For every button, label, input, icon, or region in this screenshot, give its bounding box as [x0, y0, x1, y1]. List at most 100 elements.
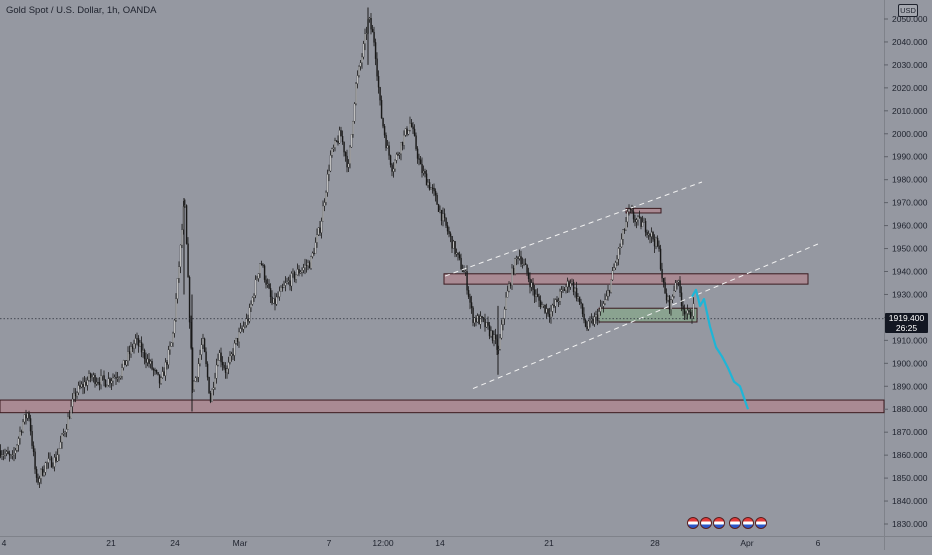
candle-body [631, 209, 633, 212]
candle-body [617, 248, 620, 260]
flag-us-icon[interactable] [755, 517, 767, 529]
candle-body [155, 370, 158, 373]
candle-body [491, 330, 494, 341]
x-tick-label: 12:00 [372, 538, 394, 548]
candle-body [181, 229, 183, 246]
flag-us-icon[interactable] [729, 517, 741, 529]
candle-body [226, 368, 228, 373]
candle-body [536, 294, 539, 297]
candle-body [349, 146, 351, 164]
candle-body [656, 237, 659, 246]
candle-body [379, 87, 381, 101]
candle-body [230, 353, 233, 357]
currency-badge[interactable]: USD [898, 4, 918, 17]
y-tick-label: 1900.000 [892, 358, 928, 368]
candle-body [113, 377, 116, 379]
candle-body [475, 317, 477, 323]
resistance-zone[interactable] [443, 273, 809, 285]
candle-body [688, 310, 690, 313]
resistance-zone[interactable] [0, 399, 885, 414]
x-tick-label: 28 [650, 538, 660, 548]
projection-path[interactable] [691, 288, 750, 410]
candle-body [529, 278, 531, 288]
candle-body [37, 477, 39, 483]
candle-body [266, 283, 269, 285]
candle-body [566, 281, 569, 288]
candle-body [35, 469, 38, 478]
candle-body [263, 265, 266, 280]
candle-body [644, 221, 647, 233]
candle-body [509, 283, 512, 286]
candle-body [428, 182, 431, 190]
candle-body [332, 147, 335, 149]
candle-body [373, 31, 375, 43]
candle-body [335, 140, 338, 142]
flag-us-icon[interactable] [742, 517, 754, 529]
candle-body [10, 454, 12, 457]
candle-body [229, 355, 231, 363]
candle-body [77, 385, 80, 393]
candle-body [443, 213, 446, 218]
candle-body [142, 350, 144, 353]
candle-body [619, 246, 621, 249]
candle-body [298, 269, 300, 274]
candle-body [64, 432, 66, 434]
y-tick-label: 1890.000 [892, 381, 928, 391]
candle-body [562, 288, 564, 291]
candle-body [28, 413, 30, 419]
candle-body [326, 174, 329, 193]
candle-body [632, 211, 635, 220]
candle-body [19, 431, 21, 439]
y-tick-label: 1860.000 [892, 450, 928, 460]
candle-body [565, 286, 567, 291]
candle-body [262, 264, 264, 266]
resistance-zone[interactable] [625, 207, 662, 214]
candle-body [169, 346, 171, 350]
x-axis[interactable]: 4 21 24 Mar 7 12:00 14 21 28 Apr 6 [2, 538, 821, 548]
candle-body [374, 42, 377, 59]
candle-body [361, 56, 363, 63]
candle-body [334, 140, 336, 148]
candle-body [635, 219, 638, 223]
candle-body [94, 374, 96, 385]
candle-body [643, 221, 645, 223]
flag-us-icon[interactable] [713, 517, 725, 529]
candles-layer [0, 7, 695, 488]
candle-body [281, 287, 284, 289]
candle-body [272, 298, 275, 304]
candle-body [242, 326, 245, 330]
candle-body [355, 83, 357, 104]
candle-body [91, 377, 93, 379]
candle-body [227, 362, 230, 369]
candle-body [358, 66, 360, 76]
candle-body [307, 262, 309, 266]
flag-us-icon[interactable] [687, 517, 699, 529]
candle-body [439, 209, 441, 212]
candle-body [667, 296, 669, 301]
candle-body [172, 333, 174, 344]
candle-body [673, 290, 675, 297]
candle-body [463, 271, 465, 273]
candle-body [62, 433, 65, 435]
symbol-title[interactable]: Gold Spot / U.S. Dollar, 1h, OANDA [6, 5, 157, 16]
candle-body [625, 221, 627, 231]
channel-line[interactable] [444, 181, 703, 277]
candle-body [542, 304, 545, 306]
candle-body [43, 472, 45, 476]
candle-body [353, 103, 356, 122]
candle-body [125, 360, 128, 366]
candle-body [82, 383, 84, 388]
candle-body [454, 241, 456, 255]
candle-body [257, 273, 260, 279]
flag-us-icon[interactable] [700, 517, 712, 529]
candle-body [503, 309, 506, 320]
candle-body [505, 297, 507, 310]
candle-body [160, 377, 162, 384]
candle-body [0, 450, 2, 457]
candle-body [424, 171, 426, 174]
candle-body [473, 317, 476, 323]
y-axis[interactable]: 2050.000 2040.000 2030.000 2020.000 2010.000… [884, 14, 928, 529]
candle-body [352, 121, 354, 135]
